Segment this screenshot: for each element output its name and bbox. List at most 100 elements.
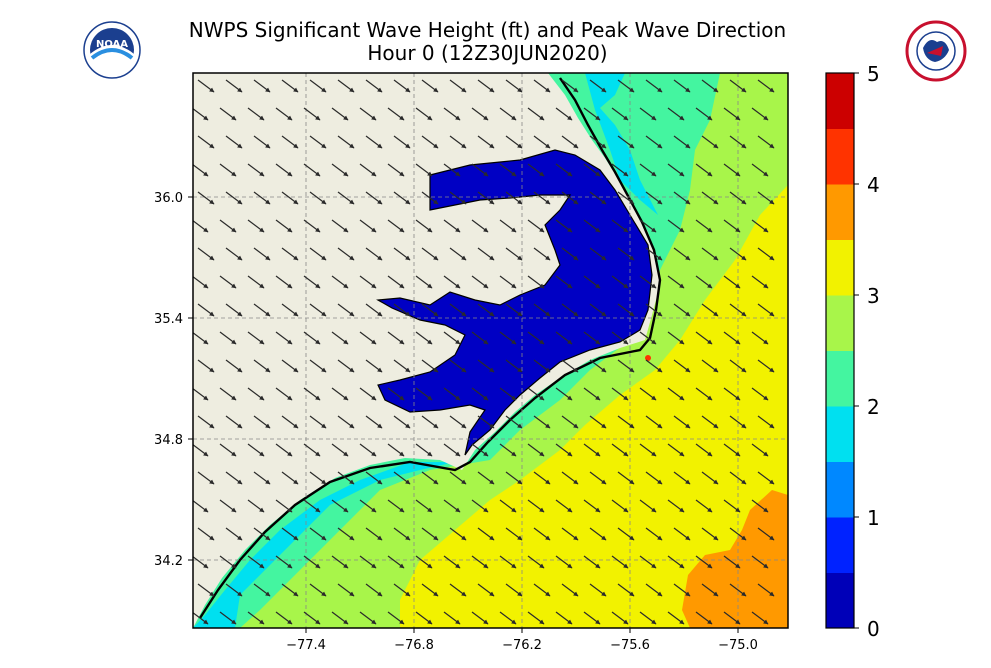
wave-arrow: [701, 191, 719, 205]
wave-arrow: [729, 135, 747, 149]
wave-arrow: [337, 135, 355, 149]
wave-arrow: [555, 219, 573, 233]
wave-arrow: [701, 79, 719, 93]
wave-field-1.5-2ft-south: [193, 462, 455, 628]
wave-arrow: [337, 359, 355, 373]
y-tick-marks: [188, 196, 193, 561]
wave-arrow: [583, 163, 601, 177]
wave-arrow: [723, 499, 741, 513]
colorbar-frame: [825, 72, 855, 629]
wave-arrow: [701, 303, 719, 317]
wave-arrow: [443, 163, 461, 177]
wave-arrow: [303, 275, 321, 289]
wave-arrow: [757, 79, 775, 93]
nws-logo-icon: [905, 20, 967, 82]
wave-arrow: [561, 583, 579, 597]
wave-arrow: [639, 163, 657, 177]
wave-arrow: [387, 555, 405, 569]
wave-arrow: [393, 527, 411, 541]
wave-arrow: [421, 191, 439, 205]
wave-arrow: [611, 107, 629, 121]
wave-arrow: [365, 471, 383, 485]
wave-arrow: [757, 415, 775, 429]
wave-arrow: [359, 499, 377, 513]
wave-arrow: [337, 247, 355, 261]
wave-arrow: [673, 191, 691, 205]
wave-arrow: [471, 107, 489, 121]
wave-arrow: [477, 415, 495, 429]
wave-arrow: [197, 247, 215, 261]
wave-arrow: [281, 583, 299, 597]
wave-arrow: [359, 107, 377, 121]
wave-arrow: [499, 387, 517, 401]
wave-arrow: [723, 107, 741, 121]
x-tick-label: −76.2: [502, 638, 542, 653]
wave-arrow: [673, 79, 691, 93]
y-tick-label: 36.0: [154, 191, 183, 206]
wave-arrow: [471, 331, 489, 345]
wave-arrow: [583, 331, 601, 345]
wave-arrow: [561, 79, 579, 93]
colorbar-segment: [826, 406, 854, 462]
wave-arrow: [555, 331, 573, 345]
wave-arrow: [247, 611, 265, 625]
wave-arrow: [309, 583, 327, 597]
wave-arrow: [505, 415, 523, 429]
wave-arrow: [225, 527, 243, 541]
wave-arrow: [309, 527, 327, 541]
wave-arrow: [757, 527, 775, 541]
wave-arrow: [253, 527, 271, 541]
wave-arrow: [589, 583, 607, 597]
colorbar-segment: [826, 239, 854, 296]
wave-arrow: [365, 79, 383, 93]
wave-arrow: [309, 415, 327, 429]
colorbar-tick-marks: [854, 72, 859, 629]
wave-arrow: [471, 499, 489, 513]
wave-arrow: [421, 303, 439, 317]
wave-arrow: [555, 387, 573, 401]
wave-arrow: [415, 611, 433, 625]
wave-arrow: [393, 135, 411, 149]
wave-arrow: [225, 79, 243, 93]
wave-arrow: [275, 275, 293, 289]
wave-arrow: [561, 135, 579, 149]
colorbar-segment: [826, 350, 854, 407]
wave-arrow: [337, 583, 355, 597]
wave-arrow: [337, 303, 355, 317]
wave-arrow: [561, 191, 579, 205]
wave-arrow: [617, 359, 635, 373]
wave-arrow: [393, 191, 411, 205]
wave-arrow: [275, 107, 293, 121]
wave-arrow: [387, 499, 405, 513]
wave-arrow: [247, 107, 265, 121]
wave-arrow: [253, 583, 271, 597]
wave-arrow: [611, 555, 629, 569]
x-tick-label: −77.4: [286, 638, 326, 653]
wave-arrow: [365, 583, 383, 597]
wave-arrow: [527, 331, 545, 345]
wave-arrow: [193, 220, 209, 233]
wave-arrow: [527, 555, 545, 569]
wave-arrow: [281, 359, 299, 373]
wave-arrow: [275, 499, 293, 513]
wave-arrow: [225, 471, 243, 485]
wave-arrow: [723, 219, 741, 233]
wave-arrow: [197, 303, 215, 317]
x-tick-label: −75.6: [610, 638, 650, 653]
wave-arrow: [449, 79, 467, 93]
wave-arrow: [219, 163, 237, 177]
wave-arrow: [365, 191, 383, 205]
wave-arrow: [583, 443, 601, 457]
wave-arrow: [561, 303, 579, 317]
wave-arrow: [421, 583, 439, 597]
wave-arrow: [757, 135, 775, 149]
wave-arrow: [303, 611, 321, 625]
wave-arrow: [365, 303, 383, 317]
wave-arrow: [645, 359, 663, 373]
wave-arrow: [701, 135, 719, 149]
wave-arrow: [617, 583, 635, 597]
wave-arrow: [225, 415, 243, 429]
colorbar-segment: [826, 461, 854, 518]
wave-arrow: [359, 387, 377, 401]
wave-arrow: [695, 611, 713, 625]
